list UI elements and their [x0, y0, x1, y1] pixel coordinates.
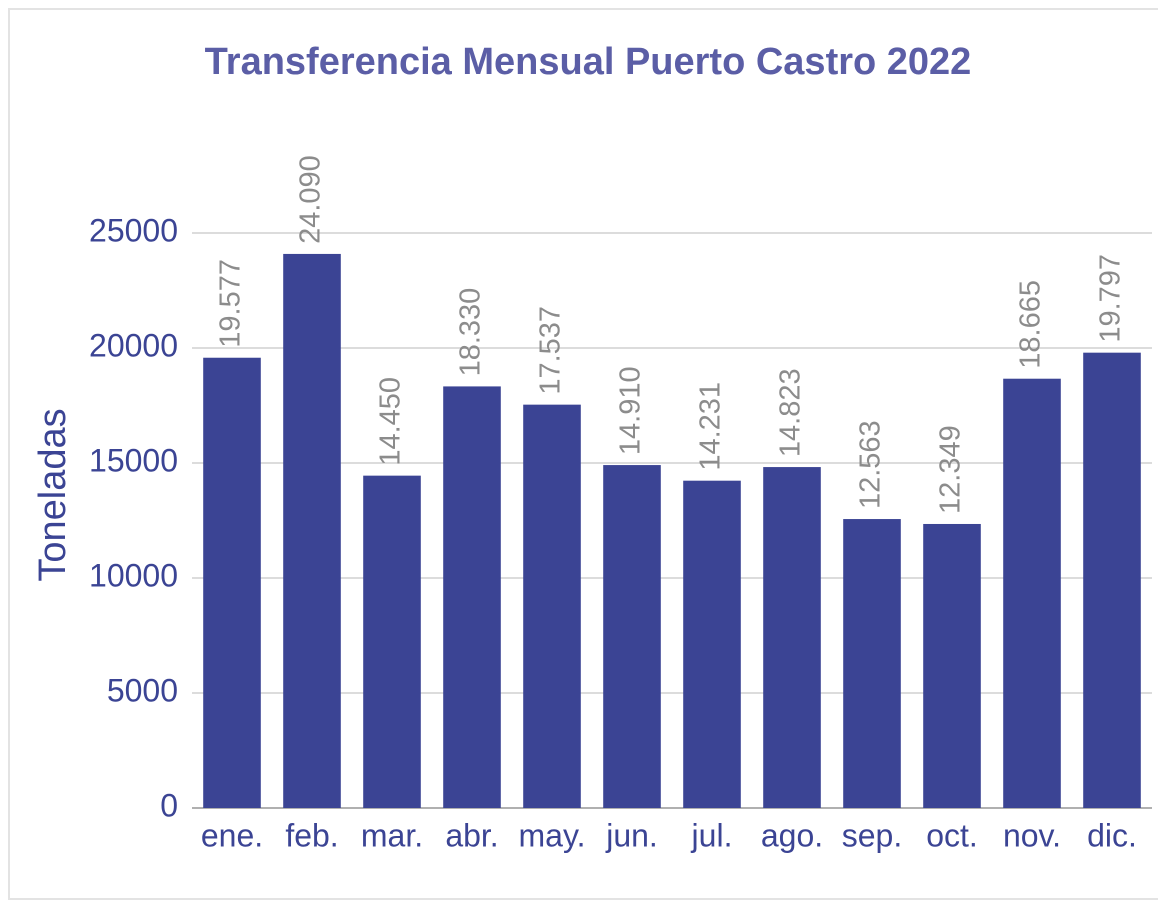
- bar: [763, 467, 821, 808]
- y-tick-label: 5000: [107, 672, 178, 708]
- value-label: 12.349: [935, 425, 967, 514]
- value-label: 18.665: [1015, 280, 1047, 369]
- x-tick-label: ago.: [761, 817, 823, 853]
- x-tick-label: ene.: [201, 817, 263, 853]
- bar: [843, 519, 901, 808]
- y-tick-label: 20000: [89, 327, 178, 363]
- x-tick-label: abr.: [445, 817, 498, 853]
- x-tick-label: mar.: [361, 817, 423, 853]
- bar: [1083, 352, 1141, 808]
- x-tick-label: may.: [519, 817, 586, 853]
- x-tick-label: feb.: [285, 817, 338, 853]
- bar: [523, 404, 581, 808]
- bar: [1003, 378, 1061, 808]
- value-label: 14.910: [615, 366, 647, 455]
- y-tick-label: 0: [160, 787, 178, 823]
- x-tick-label: oct.: [926, 817, 978, 853]
- bar: [683, 480, 741, 808]
- x-tick-label: sep.: [842, 817, 902, 853]
- bar: [203, 357, 261, 808]
- bar: [603, 465, 661, 808]
- x-tick-label: jul.: [691, 817, 733, 853]
- value-label: 12.563: [855, 420, 887, 509]
- bar: [283, 253, 341, 808]
- bar: [443, 386, 501, 808]
- value-label: 18.330: [455, 288, 487, 377]
- y-axis-title: Toneladas: [32, 408, 74, 581]
- chart-title: Transferencia Mensual Puerto Castro 2022: [205, 41, 972, 83]
- value-label: 19.577: [215, 259, 247, 348]
- bar: [923, 523, 981, 808]
- y-tick-label: 10000: [89, 557, 178, 593]
- value-label: 14.823: [775, 368, 807, 457]
- x-tick-label: jun.: [605, 817, 658, 853]
- x-tick-label: dic.: [1087, 817, 1137, 853]
- value-label: 17.537: [535, 306, 567, 395]
- x-tick-label: nov.: [1003, 817, 1061, 853]
- chart-border: [8, 8, 1158, 900]
- value-label: 14.450: [375, 377, 407, 466]
- bar: [363, 475, 421, 808]
- y-tick-label: 25000: [89, 212, 178, 248]
- value-label: 14.231: [695, 382, 727, 471]
- value-label: 24.090: [295, 155, 327, 244]
- value-label: 19.797: [1095, 254, 1127, 343]
- y-tick-label: 15000: [89, 442, 178, 478]
